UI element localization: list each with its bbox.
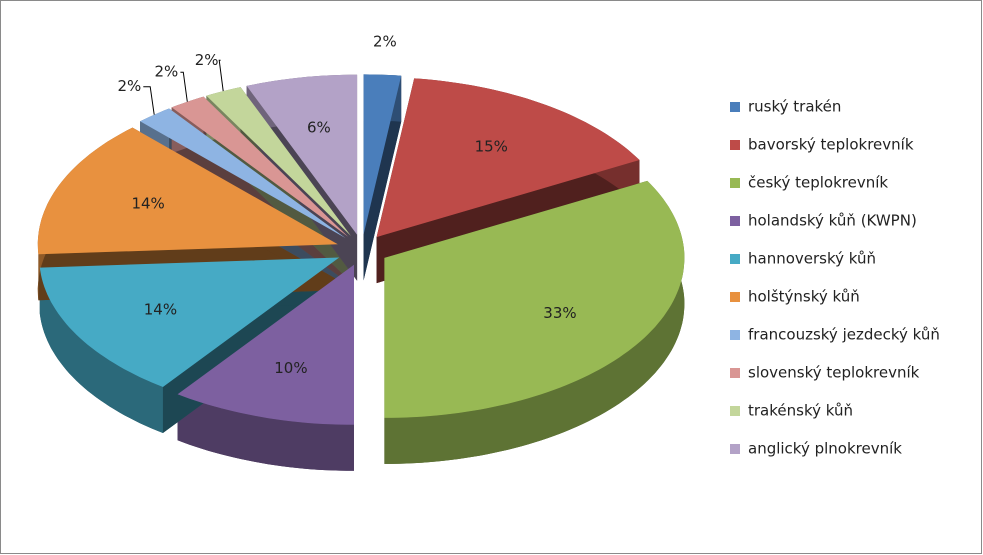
legend-swatch: [730, 444, 740, 454]
slice: [384, 180, 685, 418]
legend-swatch: [730, 292, 740, 302]
data-label: 2%: [155, 63, 179, 81]
data-label: 14%: [144, 300, 177, 318]
data-label: 15%: [475, 138, 508, 156]
leader-line: [218, 59, 224, 92]
legend-label: český teplokrevník: [748, 174, 888, 192]
data-label: 2%: [117, 77, 141, 95]
legend-swatch: [730, 102, 740, 112]
legend-label: slovenský teplokrevník: [748, 364, 920, 382]
data-label: 10%: [274, 359, 307, 377]
slice: [376, 78, 640, 238]
legend-swatch: [730, 254, 740, 264]
slice: [206, 87, 351, 236]
legend-swatch: [730, 178, 740, 188]
data-labels: 2% 15% 33% 10% 14% 14% 2% 2% 2% 6%: [117, 32, 576, 376]
legend-label: holštýnský kůň: [748, 288, 860, 306]
legend-label: trakénský kůň: [748, 402, 853, 420]
legend-label: hannoverský kůň: [748, 250, 876, 268]
legend-swatch: [730, 216, 740, 226]
slice-outer-wall: [177, 394, 354, 471]
slice: [363, 74, 402, 235]
slice: [39, 257, 340, 387]
slice-outer-wall: [39, 267, 163, 433]
slice-tops: [37, 74, 685, 425]
slice: [171, 96, 349, 237]
slice: [177, 264, 354, 425]
slice-wall: [363, 75, 402, 281]
data-label: 14%: [131, 195, 164, 213]
legend-swatch: [730, 406, 740, 416]
legend-swatch: [730, 330, 740, 340]
legend-label: bavorský teplokrevník: [748, 136, 914, 154]
leader-line: [180, 71, 188, 102]
slice-outer-wall: [384, 180, 685, 464]
legend: ruský trakén bavorský teplokrevník český t…: [730, 98, 940, 458]
data-label: 2%: [373, 32, 397, 50]
legend-label: holandský kůň (KWPN): [748, 212, 917, 230]
legend-swatch: [730, 140, 740, 150]
legend-label: francouzský jezdecký kůň: [748, 326, 940, 344]
legend-swatch: [730, 368, 740, 378]
slice: [140, 108, 346, 238]
legend-label: ruský trakén: [748, 98, 841, 116]
data-label: 33%: [543, 304, 576, 322]
data-label: 2%: [195, 51, 219, 69]
data-label: 6%: [307, 118, 331, 136]
legend-label: anglický plnokrevník: [748, 440, 902, 458]
leader-line: [143, 86, 155, 115]
slice: [37, 127, 338, 255]
slice: [246, 74, 358, 235]
